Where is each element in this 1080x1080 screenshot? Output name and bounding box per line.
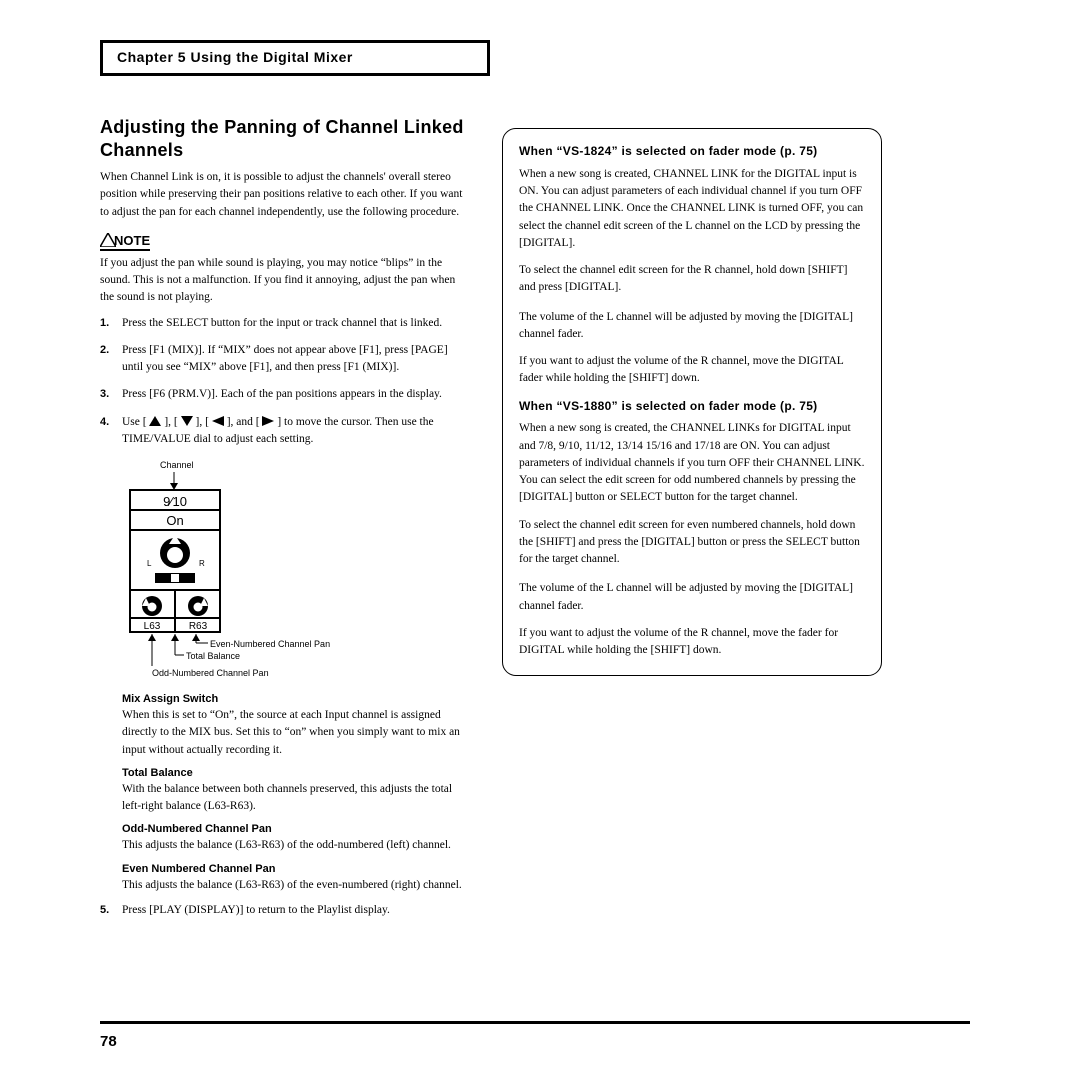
def-body: This adjusts the balance (L63-R63) of th… <box>122 877 470 894</box>
left-column: Adjusting the Panning of Channel Linked … <box>100 116 470 929</box>
steps-list: 1.Press the SELECT button for the input … <box>100 315 470 449</box>
right-column: When “VS-1824” is selected on fader mode… <box>502 116 882 929</box>
def-body: This adjusts the balance (L63-R63) of th… <box>122 837 470 854</box>
intro-text: When Channel Link is on, it is possible … <box>100 169 470 221</box>
def-title: Mix Assign Switch <box>122 693 470 705</box>
step-item: 4. Use [ ], [ ], [ ], and [ ] to move th… <box>100 414 470 449</box>
step-item: 5.Press [PLAY (DISPLAY)] to return to th… <box>100 902 470 919</box>
pan-figure: Channel 9⁄10 On L R <box>122 458 470 683</box>
def-title: Total Balance <box>122 767 470 779</box>
fig-odd-label: Odd-Numbered Channel Pan <box>152 668 269 678</box>
definition: Odd-Numbered Channel Pan This adjusts th… <box>100 823 470 854</box>
fig-total-label: Total Balance <box>186 651 240 661</box>
note-icon: NOTE <box>100 233 150 251</box>
definition: Mix Assign Switch When this is set to “O… <box>100 693 470 759</box>
chapter-title: Chapter 5 Using the Digital Mixer <box>117 49 353 65</box>
def-body: With the balance between both channels p… <box>122 781 470 816</box>
page-number: 78 <box>100 1033 117 1050</box>
step-item: 1.Press the SELECT button for the input … <box>100 315 470 332</box>
callout-body: When a new song is created, the CHANNEL … <box>519 420 865 506</box>
def-title: Even Numbered Channel Pan <box>122 863 470 875</box>
fig-pan-left: L63 <box>144 621 161 632</box>
callout-body: The volume of the L channel will be adju… <box>519 309 865 344</box>
step-item: 3.Press [F6 (PRM.V)]. Each of the pan po… <box>100 386 470 403</box>
note-text: If you adjust the pan while sound is pla… <box>100 255 470 307</box>
step-item: 2.Press [F1 (MIX)]. If “MIX” does not ap… <box>100 342 470 377</box>
svg-text:L: L <box>147 559 152 568</box>
divider <box>100 1021 970 1024</box>
def-body: When this is set to “On”, the source at … <box>122 707 470 759</box>
step-text: Press the SELECT button for the input or… <box>122 317 442 329</box>
fig-even-label: Even-Numbered Channel Pan <box>210 639 330 649</box>
left-arrow-icon <box>212 416 224 426</box>
step-text: Press [F6 (PRM.V)]. Each of the pan posi… <box>122 388 442 400</box>
fig-channel-label: Channel <box>160 460 194 470</box>
note-label: NOTE <box>114 233 150 248</box>
columns: Adjusting the Panning of Channel Linked … <box>100 116 980 929</box>
step-text: Press [PLAY (DISPLAY)] to return to the … <box>122 904 390 916</box>
callout-body: To select the channel edit screen for ev… <box>519 517 865 569</box>
page: Chapter 5 Using the Digital Mixer Adjust… <box>0 0 1080 1080</box>
definition: Even Numbered Channel Pan This adjusts t… <box>100 863 470 894</box>
step-text: Press [F1 (MIX)]. If “MIX” does not appe… <box>122 344 448 373</box>
steps-list-5: 5.Press [PLAY (DISPLAY)] to return to th… <box>100 902 470 919</box>
step-text: Use [ ], [ ], [ ], and [ ] to move the c… <box>122 416 434 445</box>
fig-channel-value: 9⁄10 <box>163 494 187 509</box>
callout-body: The volume of the L channel will be adju… <box>519 580 865 615</box>
callout-body: If you want to adjust the volume of the … <box>519 353 865 388</box>
definition: Total Balance With the balance between b… <box>100 767 470 816</box>
callout-title-1880: When “VS-1880” is selected on fader mode… <box>519 398 865 415</box>
callout-body: To select the channel edit screen for th… <box>519 262 865 297</box>
section-title: Adjusting the Panning of Channel Linked … <box>100 116 470 161</box>
up-arrow-icon <box>149 416 161 426</box>
callout-body: If you want to adjust the volume of the … <box>519 625 865 660</box>
right-arrow-icon <box>262 416 274 426</box>
fig-pan-right: R63 <box>189 621 208 632</box>
callout-title-1824: When “VS-1824” is selected on fader mode… <box>519 143 865 160</box>
callout-box: When “VS-1824” is selected on fader mode… <box>502 128 882 676</box>
down-arrow-icon <box>181 416 193 426</box>
callout-body: When a new song is created, CHANNEL LINK… <box>519 166 865 252</box>
def-title: Odd-Numbered Channel Pan <box>122 823 470 835</box>
fig-on-label: On <box>166 513 183 528</box>
chapter-header: Chapter 5 Using the Digital Mixer <box>100 40 490 76</box>
svg-text:R: R <box>199 559 205 568</box>
